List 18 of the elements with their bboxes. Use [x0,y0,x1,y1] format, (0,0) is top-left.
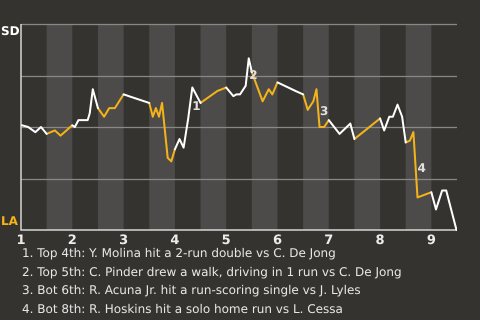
x-tick-label: 9 [426,233,436,248]
annotation: 3 [320,104,328,118]
x-tick-label: 5 [222,233,231,248]
annotation: 4 [417,160,426,175]
x-tick-label: 7 [324,233,334,248]
x-tick-label: 4 [170,233,180,248]
text: 2. Top 5th: C. Pinder drew a walk, driving in 1 run vs C. De Jong [22,264,402,280]
x-tick-label: 3 [119,233,128,248]
text: 1. Top 4th: Y. Molina hit a 2-run double vs C. De Jong [22,246,336,260]
text: 4. Bot 8th: R. Hoskins hit a solo home run vs L. Cessa [22,300,344,318]
x-tick-label: 2 [68,233,77,248]
text: SD [1,24,20,38]
text: 3. Bot 6th: R. Acuna Jr. hit a run-scoring single vs J. Lyles [22,282,362,299]
text: LA [1,214,19,228]
annotation: 1 [192,99,201,114]
x-tick-label: 1 [16,233,26,248]
x-tick-label: 6 [272,233,282,248]
x-tick-label: 8 [376,233,385,248]
